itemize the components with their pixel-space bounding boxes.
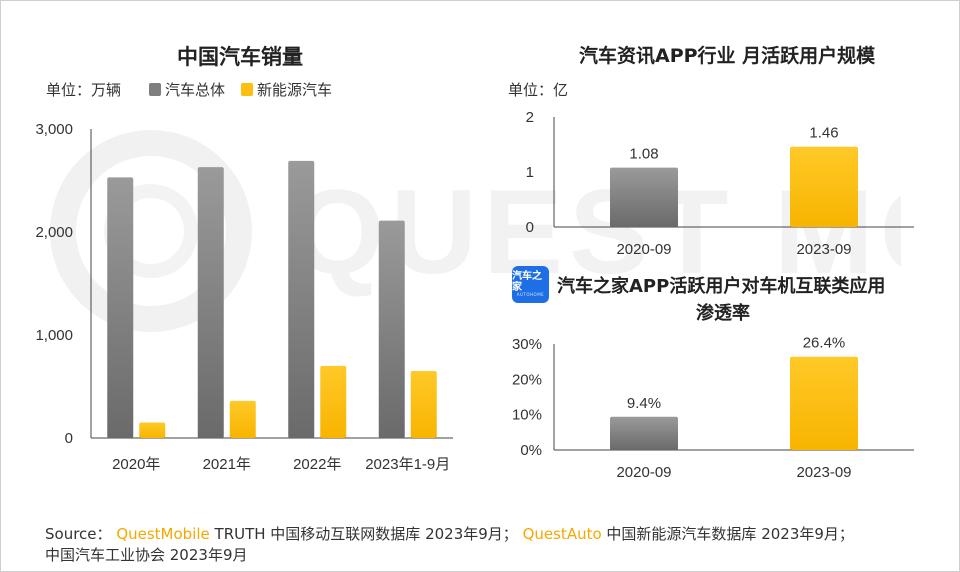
bar-total xyxy=(288,160,315,438)
legend-label-total: 汽车总体 xyxy=(165,81,226,99)
bottom-right-x-tick-label: 2020-09 xyxy=(616,464,671,481)
bottom-right-chart-title-line2: 渗透率 xyxy=(696,303,750,324)
icon-text: 汽车之家 xyxy=(512,271,542,294)
top-right-chart-unit: 单位：亿 xyxy=(508,81,569,99)
top-right-chart-title: 汽车资讯APP行业 月活跃用户规模 xyxy=(579,45,876,67)
bottom-right-bar xyxy=(790,356,858,450)
left-x-tick-label: 2021年 xyxy=(203,456,251,473)
source-prefix: Source： xyxy=(45,525,112,543)
bottom-right-data-label: 26.4% xyxy=(803,335,846,352)
bottom-right-chart-title-line1: 汽车之家APP活跃用户对车机互联类应用 xyxy=(557,276,886,297)
bar-total xyxy=(378,220,405,438)
source-brand-questmobile: QuestMobile xyxy=(116,525,210,543)
top-right-data-label: 1.46 xyxy=(809,125,838,142)
left-y-tick-label: 0 xyxy=(65,430,73,447)
legend-swatch-nev xyxy=(241,83,254,96)
bar-nev xyxy=(410,371,437,438)
legend-item-nev: 新能源汽车 xyxy=(241,79,332,100)
top-right-y-tick-label: 0 xyxy=(526,219,534,236)
legend-swatch-total xyxy=(149,83,161,96)
bottom-right-x-tick-label: 2023-09 xyxy=(796,464,851,481)
top-right-y-tick-label: 1 xyxy=(526,164,534,181)
top-right-bar xyxy=(610,167,678,227)
legend-label-nev: 新能源汽车 xyxy=(257,81,333,99)
source-brand-questauto: QuestAuto xyxy=(522,525,602,543)
left-x-tick-label: 2022年 xyxy=(293,456,341,473)
bottom-right-y-tick-label: 20% xyxy=(512,371,542,388)
bar-nev xyxy=(139,422,166,438)
top-right-y-tick-label: 2 xyxy=(526,109,534,126)
source-line2: 中国汽车工业协会 2023年9月 xyxy=(45,546,248,564)
bar-total xyxy=(107,177,134,438)
bottom-right-y-tick-label: 30% xyxy=(512,336,542,353)
bar-nev xyxy=(320,365,347,438)
bar-total xyxy=(197,167,224,439)
icon-subtext: AUTOHOME xyxy=(516,292,545,298)
left-chart-title: 中国汽车销量 xyxy=(177,45,303,69)
left-x-tick-label: 2023年1-9月 xyxy=(365,456,450,473)
source-footnote: Source： QuestMobile TRUTH 中国移动互联网数据库 202… xyxy=(45,524,925,566)
source-text1: TRUTH 中国移动互联网数据库 2023年9月； xyxy=(209,525,518,543)
left-y-tick-label: 3,000 xyxy=(35,121,73,138)
autohome-logo-icon: 汽车之家 AUTOHOME xyxy=(512,266,549,303)
top-right-x-tick-label: 2023-09 xyxy=(796,241,851,258)
bar-nev xyxy=(229,400,256,438)
left-chart-unit: 单位：万辆 xyxy=(46,81,122,99)
source-text2: 中国新能源汽车数据库 2023年9月； xyxy=(601,525,854,543)
top-right-x-tick-label: 2020-09 xyxy=(616,241,671,258)
left-y-tick-label: 1,000 xyxy=(35,327,73,344)
top-right-bar xyxy=(790,146,858,227)
top-right-data-label: 1.08 xyxy=(629,146,658,163)
bottom-right-y-tick-label: 10% xyxy=(512,407,542,424)
bottom-right-bar xyxy=(610,416,678,450)
left-chart-legend: 汽车总体 新能源汽车 xyxy=(149,79,348,100)
left-x-tick-label: 2020年 xyxy=(112,456,160,473)
bottom-right-y-tick-label: 0% xyxy=(520,442,542,459)
left-y-tick-label: 2,000 xyxy=(35,224,73,241)
legend-item-total: 汽车总体 xyxy=(149,79,225,100)
bottom-right-data-label: 9.4% xyxy=(627,395,661,412)
